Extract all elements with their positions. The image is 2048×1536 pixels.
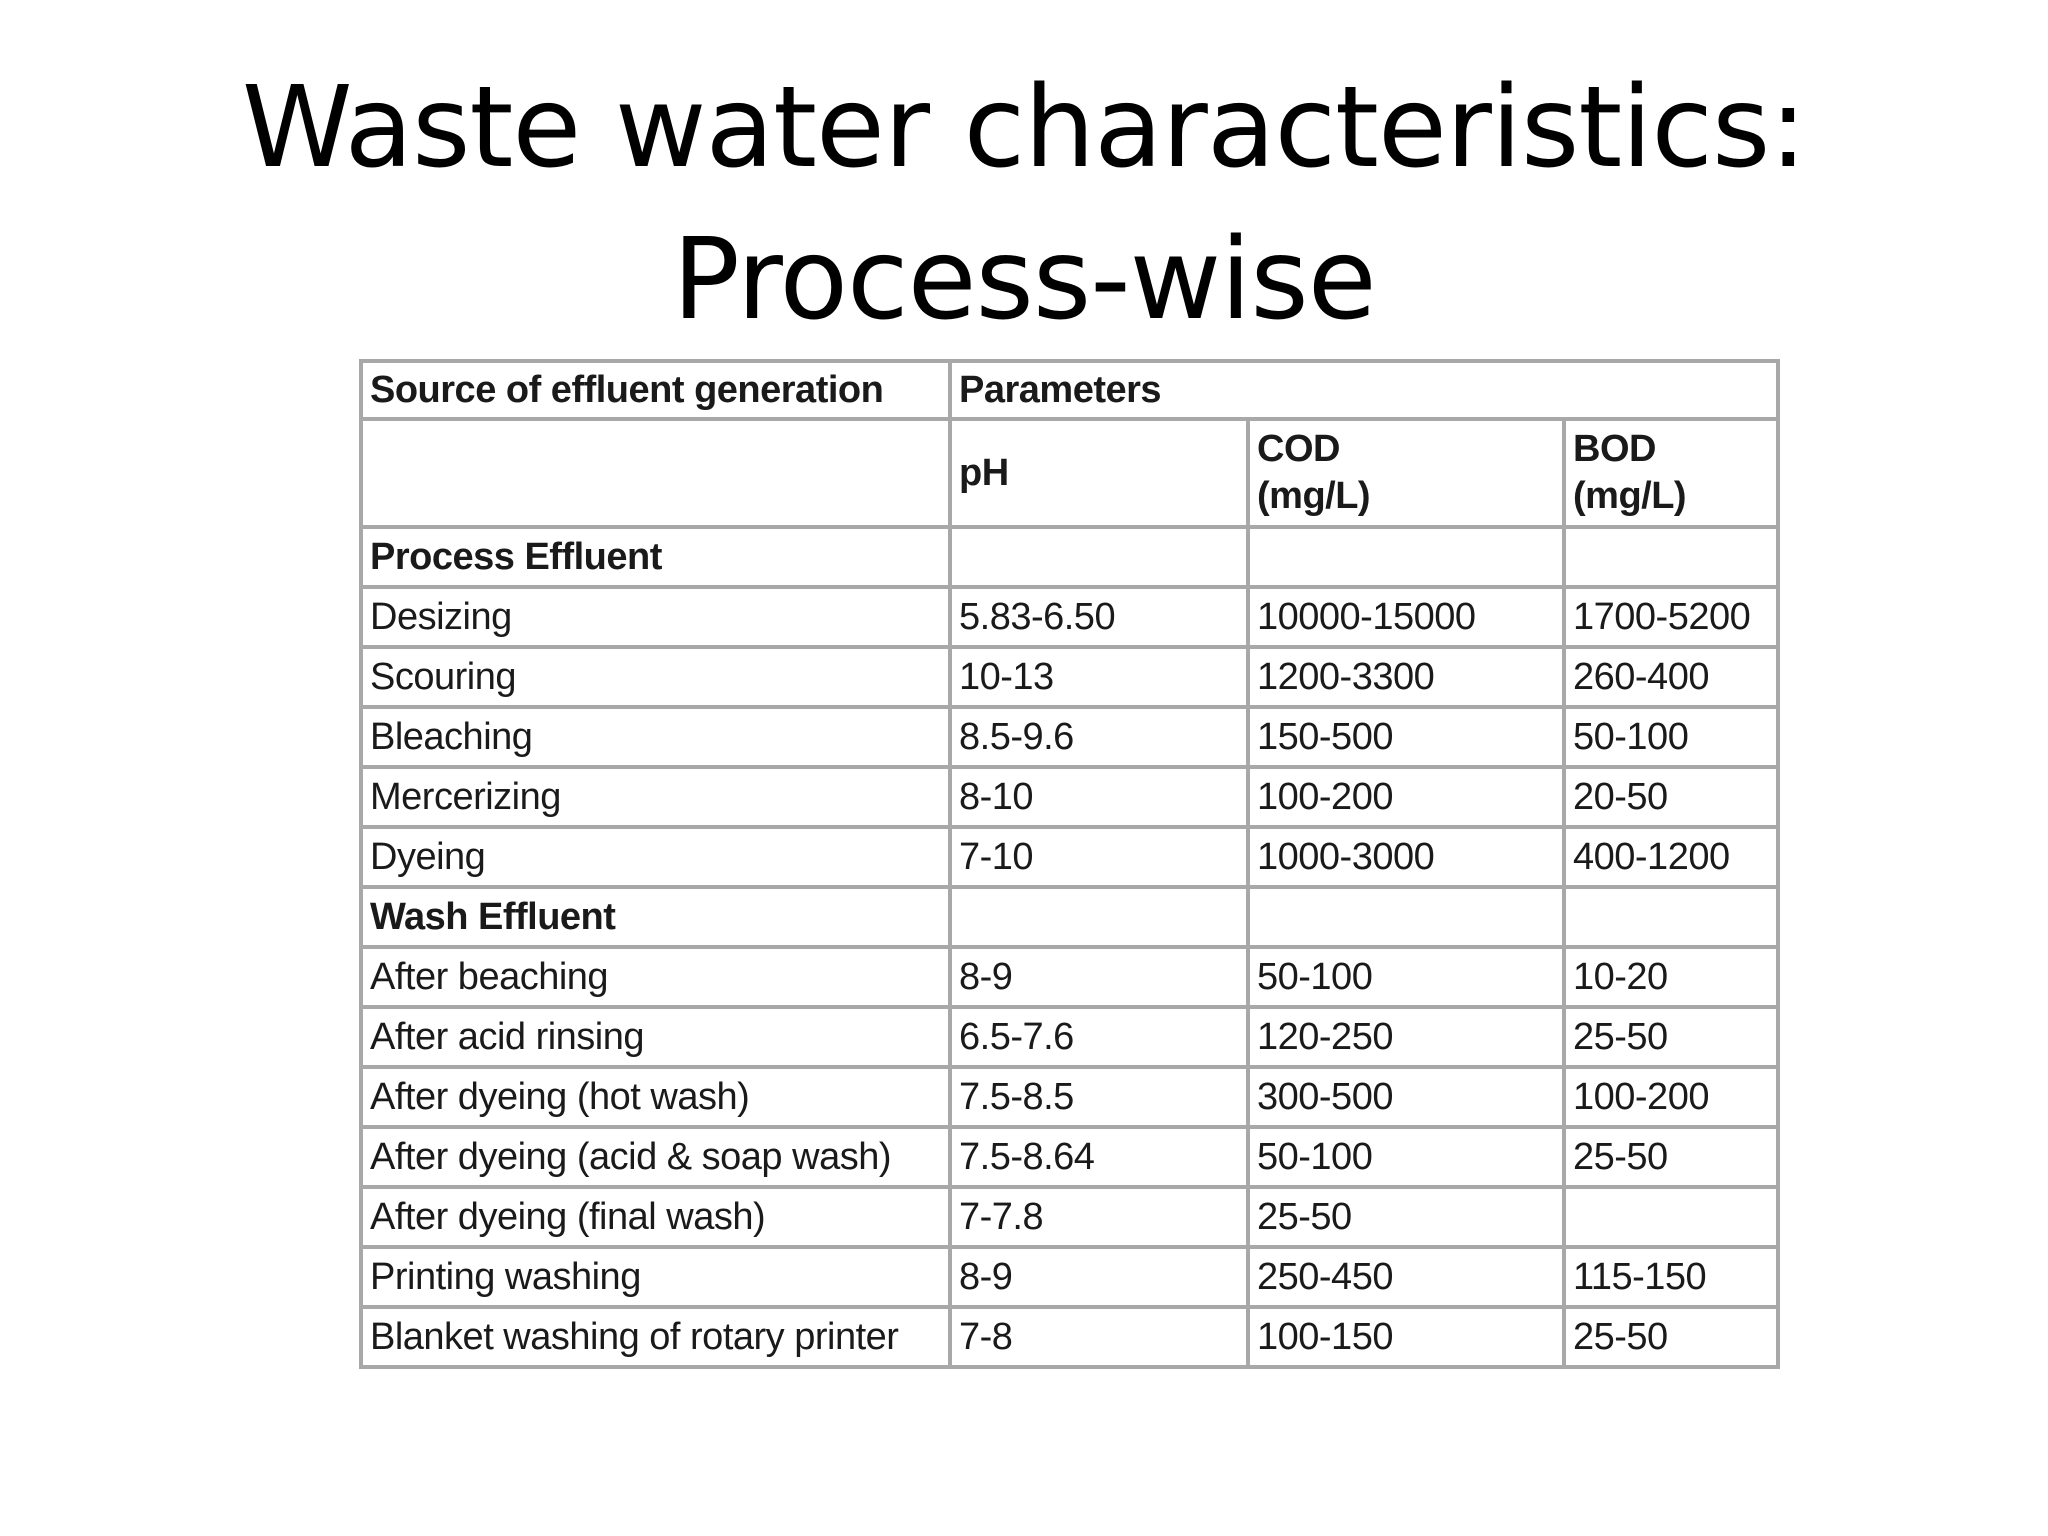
ph-cell: 8-9 [948, 945, 1250, 1009]
cod-cell: 50-100 [1246, 1125, 1566, 1189]
bod-cell [1561, 1185, 1781, 1249]
header-cod-cell: COD (mg/L) [1246, 417, 1566, 529]
ph-cell: 7.5-8.64 [948, 1125, 1250, 1189]
cod-cell: 250-450 [1246, 1245, 1566, 1309]
bod-cell: 1700-5200 [1561, 585, 1781, 649]
source-cell: Printing washing [359, 1245, 952, 1309]
table-row: Scouring 10-13 1200-3300 260-400 [359, 645, 1781, 709]
bod-cell: 25-50 [1561, 1305, 1781, 1369]
source-cell: Wash Effluent [359, 885, 952, 949]
header-ph-cell: pH [948, 417, 1250, 529]
table-row: Printing washing 8-9 250-450 115-150 [359, 1245, 1781, 1309]
source-cell: After dyeing (hot wash) [359, 1065, 952, 1129]
effluent-table-body: Source of effluent generation Parameters… [359, 359, 1781, 1369]
header-empty-cell [359, 417, 952, 529]
ph-cell [948, 525, 1250, 589]
table-row: Dyeing 7-10 1000-3000 400-1200 [359, 825, 1781, 889]
cod-cell: 1000-3000 [1246, 825, 1566, 889]
bod-cell: 25-50 [1561, 1125, 1781, 1189]
source-cell: After beaching [359, 945, 952, 1009]
bod-cell: 115-150 [1561, 1245, 1781, 1309]
slide-title: Waste water characteristics: Process-wis… [0, 52, 2048, 356]
ph-cell: 7-10 [948, 825, 1250, 889]
table-row: After acid rinsing 6.5-7.6 120-250 25-50 [359, 1005, 1781, 1069]
bod-cell: 100-200 [1561, 1065, 1781, 1129]
slide-title-line-2: Process-wise [672, 215, 1376, 345]
bod-cell: 20-50 [1561, 765, 1781, 829]
cod-cell [1246, 885, 1566, 949]
source-cell: Desizing [359, 585, 952, 649]
source-cell: Scouring [359, 645, 952, 709]
cod-cell: 100-150 [1246, 1305, 1566, 1369]
source-cell: Process Effluent [359, 525, 952, 589]
table-row: Bleaching 8.5-9.6 150-500 50-100 [359, 705, 1781, 769]
cod-cell: 1200-3300 [1246, 645, 1566, 709]
table-row: After dyeing (hot wash) 7.5-8.5 300-500 100… [359, 1065, 1781, 1129]
slide-title-line-1: Waste water characteristics: [241, 63, 1807, 193]
cod-cell [1246, 525, 1566, 589]
header-row-1: Source of effluent generation Parameters [359, 359, 1781, 421]
ph-cell: 8-9 [948, 1245, 1250, 1309]
header-cod-line-1: COD [1257, 428, 1340, 470]
source-cell: Bleaching [359, 705, 952, 769]
header-row-2: pH COD (mg/L) BOD (mg/L) [359, 417, 1781, 529]
source-cell: After acid rinsing [359, 1005, 952, 1069]
header-bod-cell: BOD (mg/L) [1561, 417, 1781, 529]
source-cell: Dyeing [359, 825, 952, 889]
bod-cell: 50-100 [1561, 705, 1781, 769]
source-cell: After dyeing (final wash) [359, 1185, 952, 1249]
table-row: Desizing 5.83-6.50 10000-15000 1700-5200 [359, 585, 1781, 649]
bod-cell: 10-20 [1561, 945, 1781, 1009]
ph-cell: 10-13 [948, 645, 1250, 709]
effluent-table-container: Source of effluent generation Parameters… [359, 359, 1781, 1369]
header-bod-line-1: BOD [1573, 428, 1656, 470]
cod-cell: 100-200 [1246, 765, 1566, 829]
ph-cell: 6.5-7.6 [948, 1005, 1250, 1069]
header-parameters-cell: Parameters [947, 359, 1781, 421]
bod-cell: 400-1200 [1561, 825, 1781, 889]
cod-cell: 300-500 [1246, 1065, 1566, 1129]
ph-cell: 7-7.8 [948, 1185, 1250, 1249]
section-row: Process Effluent [359, 525, 1781, 589]
source-cell: Mercerizing [359, 765, 952, 829]
table-row: Blanket washing of rotary printer 7-8 100-… [359, 1305, 1781, 1369]
bod-cell [1561, 525, 1781, 589]
ph-cell: 7.5-8.5 [948, 1065, 1250, 1129]
ph-cell: 8-10 [948, 765, 1250, 829]
cod-cell: 25-50 [1246, 1185, 1566, 1249]
ph-cell [948, 885, 1250, 949]
source-cell: Blanket washing of rotary printer [359, 1305, 952, 1369]
ph-cell: 5.83-6.50 [948, 585, 1250, 649]
bod-cell [1561, 885, 1781, 949]
table-row: Mercerizing 8-10 100-200 20-50 [359, 765, 1781, 829]
cod-cell: 120-250 [1246, 1005, 1566, 1069]
cod-cell: 10000-15000 [1246, 585, 1566, 649]
table-row: After dyeing (final wash) 7-7.8 25-50 [359, 1185, 1781, 1249]
bod-cell: 25-50 [1561, 1005, 1781, 1069]
header-source-cell: Source of effluent generation [359, 359, 952, 421]
effluent-table: Source of effluent generation Parameters… [359, 359, 1781, 1369]
table-row: After dyeing (acid & soap wash) 7.5-8.64 5… [359, 1125, 1781, 1189]
cod-cell: 50-100 [1246, 945, 1566, 1009]
table-row: After beaching 8-9 50-100 10-20 [359, 945, 1781, 1009]
header-bod-line-2: (mg/L) [1573, 475, 1687, 517]
section-row: Wash Effluent [359, 885, 1781, 949]
bod-cell: 260-400 [1561, 645, 1781, 709]
ph-cell: 8.5-9.6 [948, 705, 1250, 769]
cod-cell: 150-500 [1246, 705, 1566, 769]
ph-cell: 7-8 [948, 1305, 1250, 1369]
source-cell: After dyeing (acid & soap wash) [359, 1125, 952, 1189]
header-cod-line-2: (mg/L) [1257, 475, 1371, 517]
